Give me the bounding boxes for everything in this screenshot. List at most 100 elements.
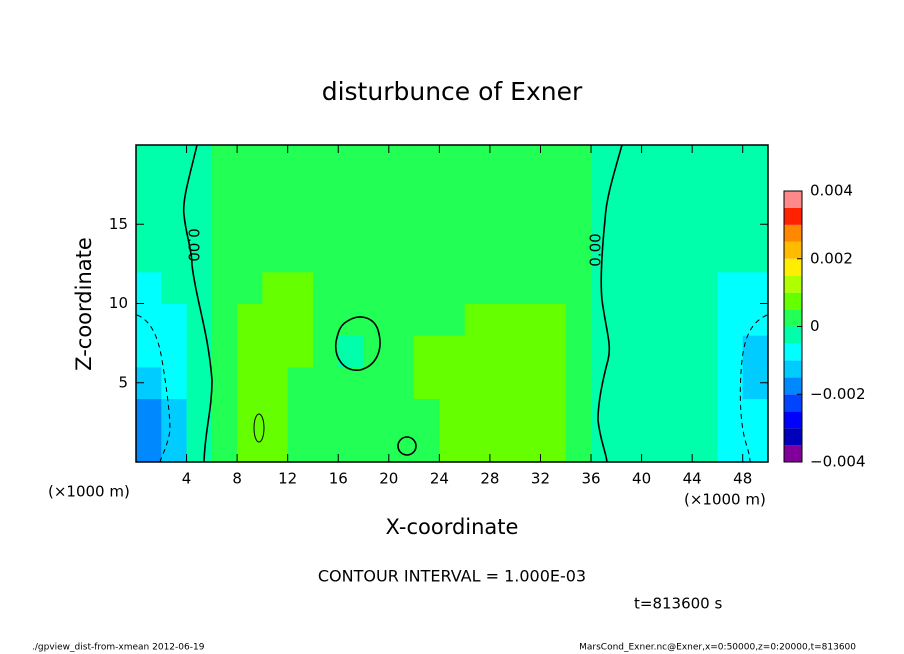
field-cell [161,176,188,209]
y-tick-label: 15 [109,215,128,233]
field-cell [641,240,668,273]
field-cell [439,271,466,304]
field-cell [641,303,668,336]
field-cell [540,398,567,431]
field-cell [515,208,541,241]
field-cell [211,366,238,400]
field-cell [338,176,365,209]
field-cell [338,271,365,304]
field-cell [540,271,567,304]
field-cell [161,303,188,336]
field-cell [363,176,390,209]
field-cell [439,145,466,178]
field-cell [692,176,718,209]
field-cell [439,430,466,463]
field-cell [540,366,567,400]
field-cell [262,240,289,273]
field-cell [414,398,440,431]
field-cell [641,176,668,209]
colorbar-band [784,428,802,446]
field-cell [666,366,693,400]
field-cell [388,303,415,336]
field-cell [464,303,491,336]
field-cell [312,430,339,463]
field-cell [211,240,238,273]
field-cell [287,335,314,368]
field-cell [540,145,567,178]
x-tick-label: 48 [733,470,752,488]
field-cell [489,240,516,273]
field-cell [565,366,592,400]
field-cell [616,208,643,241]
field-cell [515,430,541,463]
field-cell [666,271,693,304]
field-cell [388,240,415,273]
field-cell [287,430,314,463]
field-cell [211,398,238,431]
x-unit: (×1000 m) [684,491,766,509]
field-cell [565,271,592,304]
field-cell [565,303,592,336]
field-cell [237,398,263,431]
field-cell [692,398,718,431]
x-tick-label: 12 [278,470,297,488]
field-cell [388,145,415,178]
field-cell [237,145,263,178]
field-cell [515,398,541,431]
field-cell [464,335,491,368]
field-cell [439,208,466,241]
field-cell [312,398,339,431]
field-cell [666,145,693,178]
field-cell [666,176,693,209]
field-cell [540,430,567,463]
field-cell [136,430,162,463]
field-cell [161,240,188,273]
field-cell [237,208,263,241]
field-cell [717,271,744,304]
field-cell [489,145,516,178]
field-cell [414,176,440,209]
field-cell [287,145,314,178]
field-cell [414,240,440,273]
footer-right: MarsCond_Exner.nc@Exner,x=0:50000,z=0:20… [579,643,856,653]
field-cell [388,208,415,241]
field-cell [262,303,289,336]
field-cell [540,303,567,336]
x-tick-label: 16 [329,470,348,488]
field-cell [363,335,390,368]
field-cell [211,145,238,178]
field-cell [515,145,541,178]
field-cell [616,430,643,463]
field-cell [464,208,491,241]
field-cell [262,366,289,400]
field-cell [641,430,668,463]
field-cell [616,303,643,336]
field-cell [641,366,668,400]
field-cell [742,398,769,431]
field-cell [464,145,491,178]
field-cell [186,176,213,209]
field-cell [540,176,567,209]
field-cell [414,303,440,336]
field-cell [616,176,643,209]
x-axis-label: X-coordinate [386,515,519,539]
colorbar-band [784,377,802,395]
field-cell [666,208,693,241]
field-cell [565,240,592,273]
field-cell [363,430,390,463]
field-cell [717,430,744,463]
colorbar-tick-label: 0 [810,317,820,335]
field-cell [262,398,289,431]
field-cell [439,398,466,431]
contour-minor [136,314,768,463]
field-cell [312,303,339,336]
contour-interval: CONTOUR INTERVAL = 1.000E-03 [318,567,586,586]
field-cell [262,145,289,178]
x-tick-label: 44 [683,470,702,488]
field-cell [237,335,263,368]
field-cell [262,430,289,463]
field-cell [388,430,415,463]
field-cell [262,271,289,304]
x-tick-label: 36 [581,470,600,488]
